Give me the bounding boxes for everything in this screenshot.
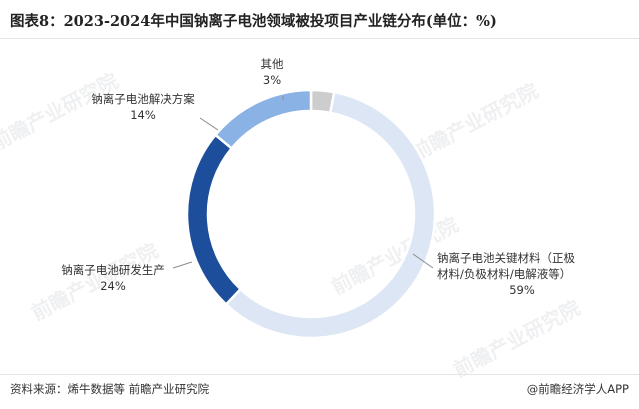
slice-label: 钠离子电池关键材料（正极 [437,251,575,265]
title-divider [0,38,639,39]
leader-line [412,253,434,269]
leader-line [172,261,193,269]
chart-title: 图表8：2023-2024年中国钠离子电池领域被投项目产业链分布(单位：%) [10,13,497,30]
watermark-text: 前瞻产业研究院 [27,238,162,325]
watermark-text: 前瞻产业研究院 [449,295,584,382]
donut-slice [185,133,243,307]
footer-divider [0,374,639,375]
slice-label: 钠离子电池解决方案 [91,92,195,106]
slice-value-label: 59% [509,283,535,297]
slice-label: 钠离子电池研发生产 [61,263,165,277]
slice-label: 材料/负极材料/电解液等） [437,267,571,281]
donut-slice [213,88,313,151]
slice-value-label: 24% [100,279,126,293]
slice-value-label: 3% [263,73,281,87]
watermark-text: 前瞻产业研究院 [0,68,122,155]
donut-slice [224,90,437,340]
source-note: 资料来源：烯牛数据等 前瞻产业研究院 [10,382,210,396]
leader-lines [172,96,434,269]
leader-line [199,117,219,131]
donut-slices [185,88,437,340]
watermark-text: 前瞻产业研究院 [407,78,542,165]
slice-value-label: 14% [130,108,156,122]
slice-label: 其他 [261,57,284,71]
credit-text: @前瞻经济学人APP [526,382,629,396]
